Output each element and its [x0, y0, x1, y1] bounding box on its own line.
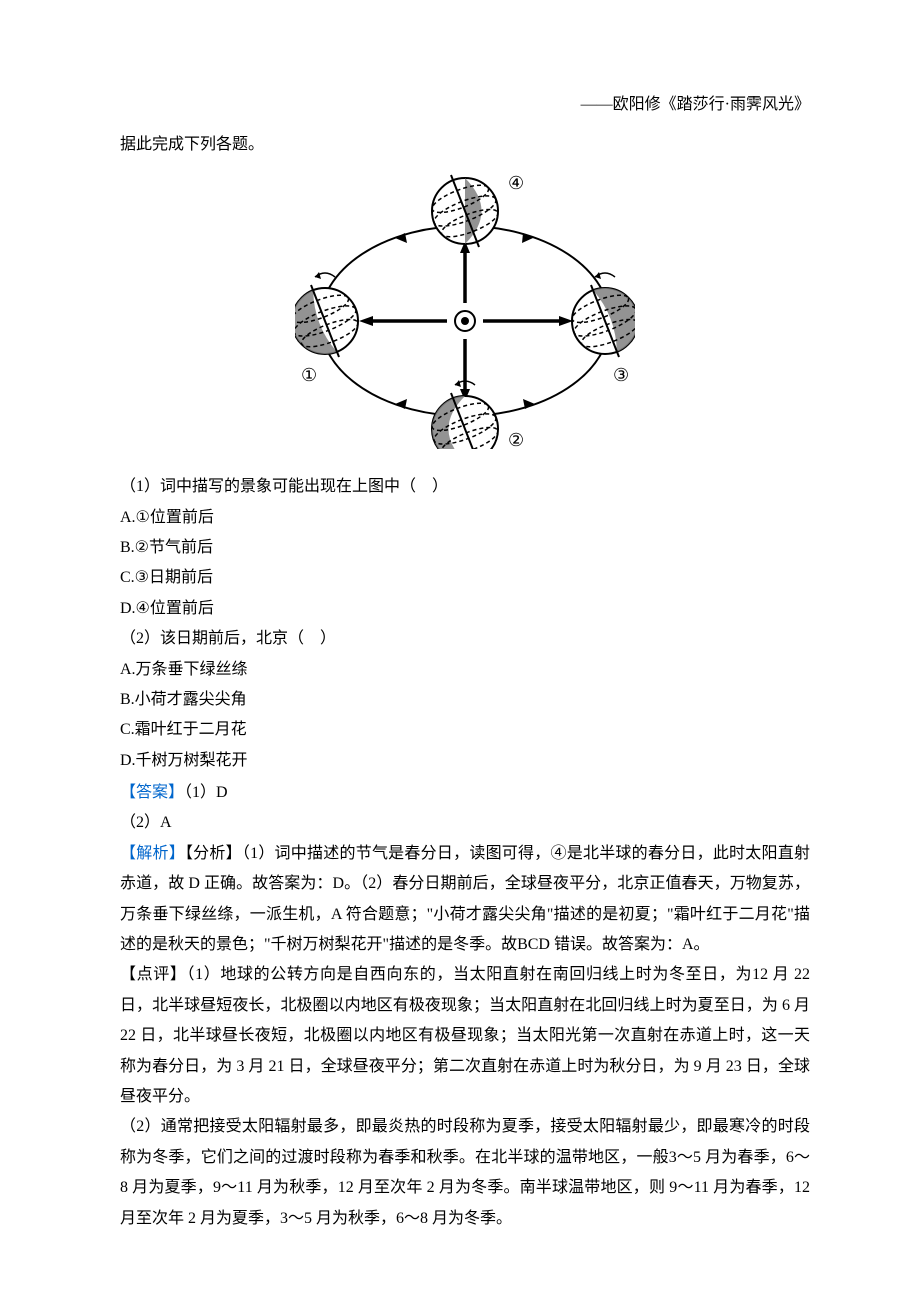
- figure-label-1: ①: [301, 365, 317, 385]
- figure-container: ④ ①: [120, 171, 810, 460]
- earth-revolution-diagram: ④ ①: [295, 171, 635, 460]
- figure-label-2: ②: [508, 430, 524, 449]
- q2-option-b: B.小荷才露尖尖角: [120, 685, 810, 715]
- q1-option-c: C.③日期前后: [120, 563, 810, 593]
- analysis-text: 【分析】（1）词中描述的节气是春分日，读图可得，④是北半球的春分日，此时太阳直射…: [120, 845, 810, 953]
- q1-option-d: D.④位置前后: [120, 594, 810, 624]
- q1-stem: （1）词中描写的景象可能出现在上图中（ ）: [120, 472, 810, 502]
- answer-label: 【答案】: [120, 784, 184, 801]
- analysis-label: 【解析】: [120, 845, 185, 862]
- comment-label: 【点评】: [120, 966, 186, 983]
- q1-option-b: B.②节气前后: [120, 533, 810, 563]
- q1-option-a: A.①位置前后: [120, 503, 810, 533]
- q2-option-d: D.千树万树梨花开: [120, 746, 810, 776]
- comment-p2: （2）通常把接受太阳辐射最多，即最炎热的时段称为夏季，接受太阳辐射最少，即最寒冷…: [120, 1112, 810, 1234]
- question-1: （1）词中描写的景象可能出现在上图中（ ） A.①位置前后 B.②节气前后 C.…: [120, 472, 810, 624]
- instruction-text: 据此完成下列各题。: [120, 130, 810, 160]
- answer-2: （2）A: [120, 808, 810, 838]
- q2-option-c: C.霜叶红于二月花: [120, 715, 810, 745]
- answer-1: （1）D: [184, 784, 228, 801]
- q2-stem: （2）该日期前后，北京（ ）: [120, 624, 810, 654]
- question-2: （2）该日期前后，北京（ ） A.万条垂下绿丝绦 B.小荷才露尖尖角 C.霜叶红…: [120, 624, 810, 776]
- q2-option-a: A.万条垂下绿丝绦: [120, 655, 810, 685]
- comment-block: 【点评】（1）地球的公转方向是自西向东的，当太阳直射在南回归线上时为冬至日，为1…: [120, 960, 810, 1112]
- answer-block: 【答案】（1）D: [120, 778, 810, 808]
- figure-label-4: ④: [508, 173, 524, 193]
- analysis-block: 【解析】【分析】（1）词中描述的节气是春分日，读图可得，④是北半球的春分日，此时…: [120, 839, 810, 961]
- comment-p1: （1）地球的公转方向是自西向东的，当太阳直射在南回归线上时为冬至日，为12 月 …: [120, 966, 810, 1105]
- figure-label-3: ③: [613, 365, 629, 385]
- attribution-line: ——欧阳修《踏莎行·雨霁风光》: [120, 90, 810, 120]
